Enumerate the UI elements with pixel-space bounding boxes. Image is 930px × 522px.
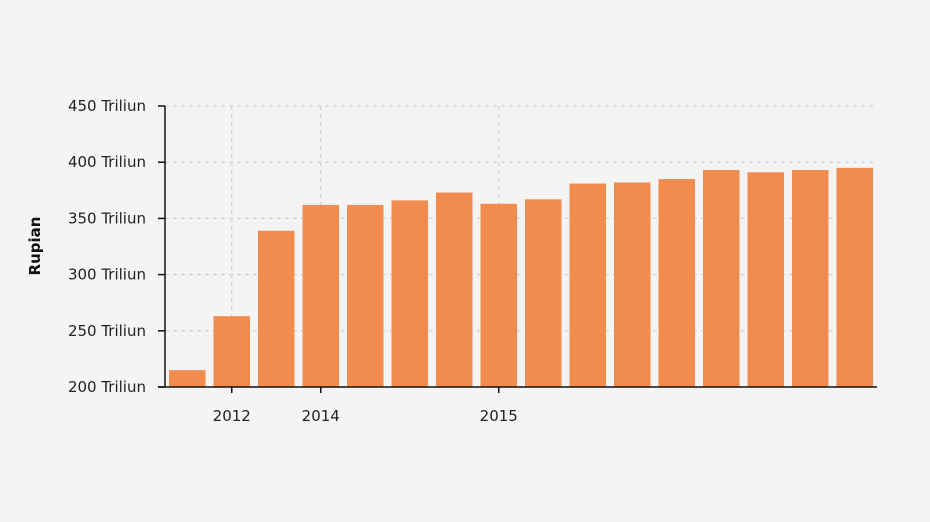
- tick-labels: 200 Triliun 250 Triliun 300 Triliun 350 Tri…: [68, 97, 518, 425]
- y-axis-title: Rupian: [26, 217, 44, 276]
- y-tick-label: 350 Triliun: [68, 209, 146, 227]
- y-tick-label: 300 Triliun: [68, 266, 146, 284]
- bar: [480, 203, 517, 387]
- bar: [436, 192, 473, 387]
- bar: [302, 204, 339, 387]
- bar: [836, 167, 873, 387]
- bar: [258, 230, 295, 387]
- bar: [525, 199, 562, 387]
- y-tick-label: 200 Triliun: [68, 378, 146, 396]
- y-tick-label: 250 Triliun: [68, 322, 146, 340]
- bar: [347, 204, 384, 387]
- bar: [792, 170, 829, 387]
- bars: [169, 167, 873, 387]
- x-tick-label: 2012: [213, 407, 251, 425]
- x-tick-label: 2015: [480, 407, 518, 425]
- y-tick-label: 400 Triliun: [68, 153, 146, 171]
- bar: [213, 316, 250, 387]
- x-tick-label: 2014: [302, 407, 340, 425]
- bar: [658, 179, 695, 387]
- bar: [569, 183, 606, 387]
- bar: [614, 182, 651, 387]
- y-tick-label: 450 Triliun: [68, 97, 146, 115]
- bar: [703, 170, 740, 387]
- bar: [169, 370, 206, 387]
- bar: [747, 172, 784, 387]
- axes: [158, 105, 877, 393]
- bar: [391, 200, 428, 387]
